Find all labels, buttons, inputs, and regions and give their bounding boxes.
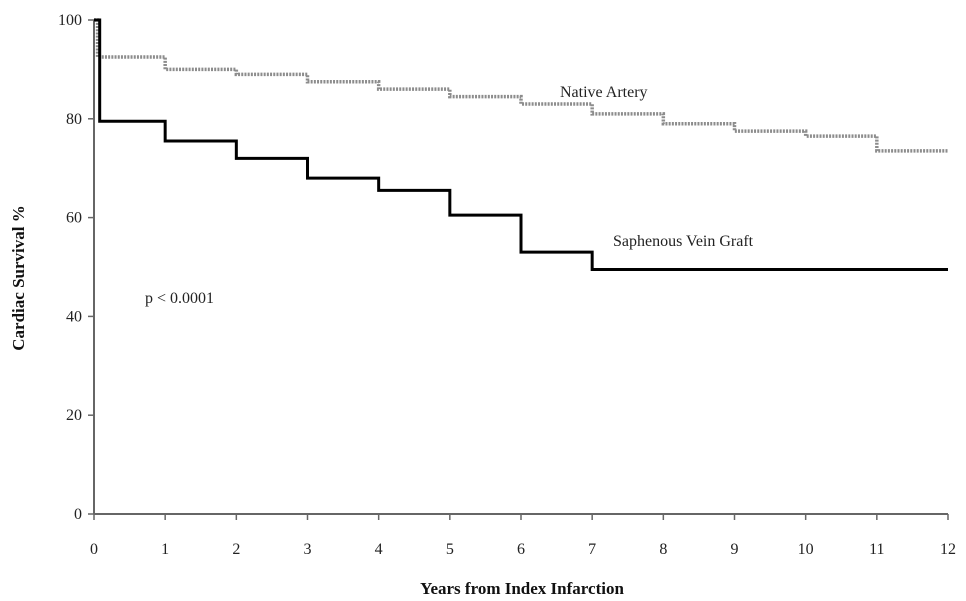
y-tick-label: 100 bbox=[58, 12, 82, 29]
x-tick-label: 3 bbox=[304, 541, 312, 558]
y-tick-label: 40 bbox=[66, 308, 82, 325]
series-labels: Native Artery Saphenous Vein Graft bbox=[560, 84, 754, 250]
y-tick-label: 60 bbox=[66, 210, 82, 227]
axes bbox=[93, 20, 948, 515]
x-tick-label: 12 bbox=[940, 541, 956, 558]
y-axis-ticks: 0 20 40 60 80 100 bbox=[58, 12, 94, 523]
p-value-annotation: p < 0.0001 bbox=[145, 290, 214, 307]
x-tick-label: 4 bbox=[375, 541, 383, 558]
x-tick-label: 1 bbox=[161, 541, 169, 558]
series-group bbox=[94, 18, 948, 271]
x-tick-label: 6 bbox=[517, 541, 525, 558]
y-tick-label: 80 bbox=[66, 111, 82, 128]
x-tick-label: 10 bbox=[798, 541, 814, 558]
y-tick-label: 0 bbox=[74, 506, 82, 523]
saphenous-vein-graft-line bbox=[94, 18, 948, 271]
x-tick-label: 2 bbox=[232, 541, 240, 558]
x-axis-title: Years from Index Infarction bbox=[420, 579, 624, 598]
x-tick-label: 9 bbox=[731, 541, 739, 558]
x-tick-label: 8 bbox=[659, 541, 667, 558]
x-tick-label: 0 bbox=[90, 541, 98, 558]
x-tick-label: 5 bbox=[446, 541, 454, 558]
x-tick-label: 11 bbox=[869, 541, 884, 558]
y-axis-title: Cardiac Survival % bbox=[9, 205, 28, 350]
native-artery-label: Native Artery bbox=[560, 84, 648, 101]
native-artery-line bbox=[94, 18, 948, 153]
x-axis-ticks: 0 1 2 3 4 5 6 7 8 9 10 11 12 bbox=[90, 514, 956, 558]
y-tick-label: 20 bbox=[66, 407, 82, 424]
saphenous-vein-graft-label: Saphenous Vein Graft bbox=[613, 233, 754, 250]
x-tick-label: 7 bbox=[588, 541, 596, 558]
